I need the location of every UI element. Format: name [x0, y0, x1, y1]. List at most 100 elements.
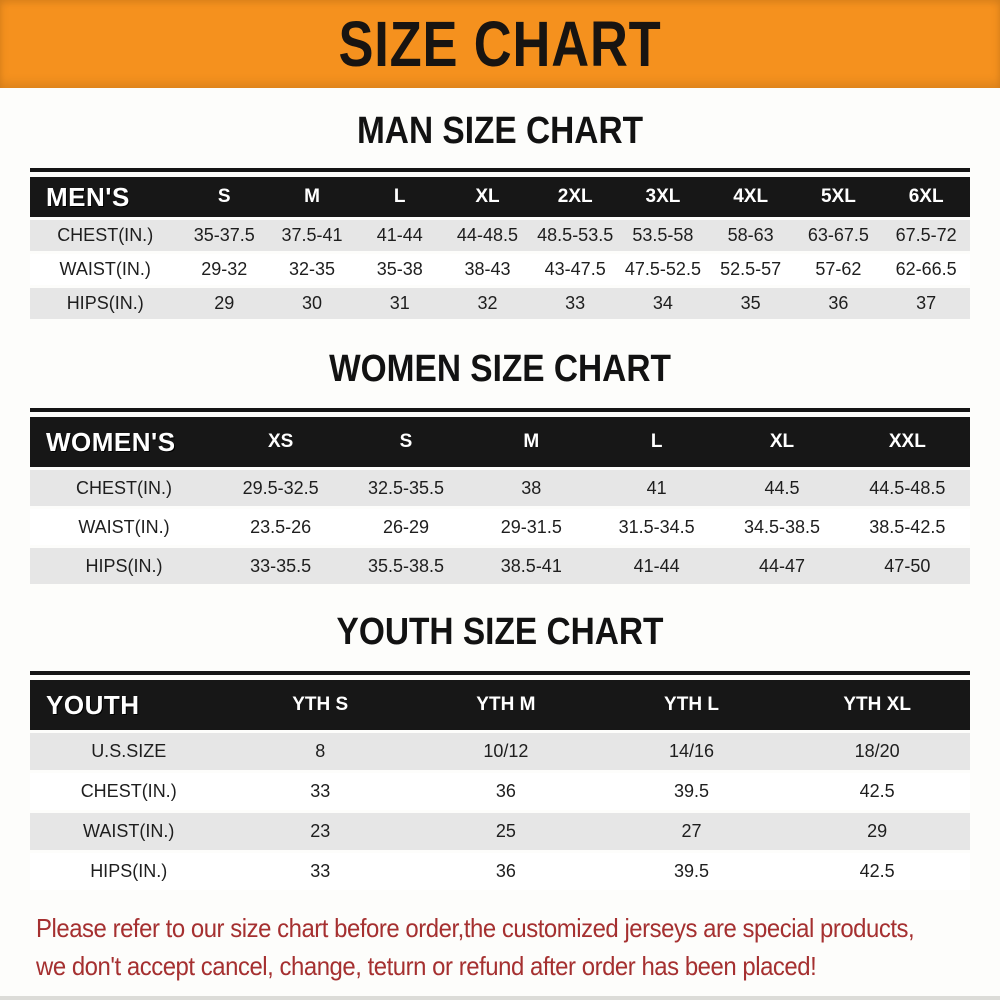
table-row: CHEST(IN.) 29.5-32.5 32.5-35.5 38 41 44.5 44.5…: [30, 470, 970, 506]
size-cell: 58-63: [706, 220, 795, 251]
size-cell: 43-47.5: [531, 254, 620, 285]
size-cell: 33: [227, 853, 414, 890]
size-cell: 23.5-26: [218, 509, 344, 545]
size-cell: 36: [794, 288, 883, 319]
size-cell: 32.5-35.5: [343, 470, 469, 506]
women-section-title: WOMEN SIZE CHART: [329, 348, 671, 390]
table-row: CHEST(IN.) 35-37.5 37.5-41 41-44 44-48.5 48.5…: [30, 220, 970, 251]
column-header: 4XL: [706, 177, 795, 217]
size-cell: 37: [882, 288, 970, 319]
size-cell: 39.5: [598, 853, 785, 890]
row-label: HIPS(IN.): [30, 853, 228, 890]
column-header: M: [268, 177, 356, 217]
youth-size-chart-section: YOUTH SIZE CHART YOUTH YTH S YTH M YTH L YTH…: [0, 609, 1000, 893]
row-label: U.S.SIZE: [30, 733, 228, 770]
size-cell: 57-62: [794, 254, 883, 285]
disclaimer: Please refer to our size chart before or…: [0, 909, 1000, 985]
column-header: YTH S: [227, 680, 414, 730]
row-label: HIPS(IN.): [30, 548, 218, 584]
size-cell: 47-50: [844, 548, 970, 584]
bottom-edge-line: [0, 996, 1000, 1000]
column-header: S: [180, 177, 269, 217]
size-cell: 38.5-41: [468, 548, 594, 584]
size-cell: 41: [593, 470, 720, 506]
size-cell: 44-48.5: [443, 220, 532, 251]
table-row: WAIST(IN.) 29-32 32-35 35-38 38-43 43-47.5 47.…: [30, 254, 970, 285]
youth-section-title: YOUTH SIZE CHART: [336, 611, 664, 653]
size-cell: 44.5: [719, 470, 845, 506]
size-cell: 52.5-57: [706, 254, 795, 285]
size-cell: 44.5-48.5: [844, 470, 970, 506]
size-cell: 29-31.5: [468, 509, 594, 545]
size-cell: 31.5-34.5: [593, 509, 720, 545]
column-header: YTH M: [413, 680, 599, 730]
size-cell: 41-44: [593, 548, 720, 584]
row-label: HIPS(IN.): [30, 288, 181, 319]
size-cell: 42.5: [784, 773, 970, 810]
column-header: 3XL: [619, 177, 707, 217]
size-cell: 67.5-72: [882, 220, 970, 251]
table-row: WAIST(IN.) 23.5-26 26-29 29-31.5 31.5-34.5 34…: [30, 509, 970, 545]
table-row: CHEST(IN.) 33 36 39.5 42.5: [30, 773, 970, 810]
column-header: XXL: [844, 417, 970, 467]
table-row: U.S.SIZE 8 10/12 14/16 18/20: [30, 733, 970, 770]
size-cell: 25: [413, 813, 599, 850]
size-cell: 42.5: [784, 853, 970, 890]
column-header: S: [343, 417, 469, 467]
size-cell: 63-67.5: [794, 220, 883, 251]
size-cell: 26-29: [343, 509, 469, 545]
size-cell: 29: [784, 813, 970, 850]
row-label: CHEST(IN.): [30, 220, 181, 251]
size-cell: 62-66.5: [882, 254, 970, 285]
size-cell: 44-47: [719, 548, 845, 584]
row-label: CHEST(IN.): [30, 773, 228, 810]
table-row: WAIST(IN.) 23 25 27 29: [30, 813, 970, 850]
size-cell: 39.5: [598, 773, 785, 810]
size-cell: 33: [531, 288, 620, 319]
column-header: L: [593, 417, 720, 467]
size-cell: 32-35: [268, 254, 356, 285]
size-cell: 38: [468, 470, 594, 506]
size-cell: 35-37.5: [180, 220, 269, 251]
table-row: HIPS(IN.) 29 30 31 32 33 34 35 36 37: [30, 288, 970, 319]
size-cell: 32: [443, 288, 532, 319]
youth-size-table: YOUTH YTH S YTH M YTH L YTH XL U.S.SIZE 8 10/12…: [30, 671, 970, 893]
size-cell: 34.5-38.5: [719, 509, 845, 545]
header-row: MEN'S S M L XL 2XL 3XL 4XL 5XL 6XL: [30, 177, 970, 217]
size-cell: 30: [268, 288, 356, 319]
size-cell: 38.5-42.5: [844, 509, 970, 545]
size-cell: 33: [227, 773, 414, 810]
size-cell: 33-35.5: [218, 548, 344, 584]
size-cell: 23: [227, 813, 414, 850]
column-header: 5XL: [794, 177, 883, 217]
size-cell: 34: [619, 288, 707, 319]
table-row: HIPS(IN.) 33-35.5 35.5-38.5 38.5-41 41-44 44-…: [30, 548, 970, 584]
size-cell: 47.5-52.5: [619, 254, 707, 285]
column-header: XL: [443, 177, 532, 217]
banner-title: SIZE CHART: [338, 8, 662, 80]
size-cell: 10/12: [413, 733, 599, 770]
row-label: WAIST(IN.): [30, 813, 228, 850]
size-cell: 27: [598, 813, 785, 850]
size-cell: 36: [413, 773, 599, 810]
column-header: L: [355, 177, 444, 217]
size-cell: 31: [355, 288, 444, 319]
man-section-title: MAN SIZE CHART: [356, 110, 644, 152]
disclaimer-line-2: we don't accept cancel, change, teturn o…: [36, 951, 817, 981]
size-cell: 29: [180, 288, 269, 319]
column-header: 2XL: [531, 177, 620, 217]
row-label: WAIST(IN.): [30, 509, 218, 545]
size-cell: 8: [227, 733, 414, 770]
size-cell: 38-43: [443, 254, 532, 285]
man-size-chart-section: MAN SIZE CHART MEN'S S M L XL 2XL 3XL 4XL 5XL 6XL…: [0, 108, 1000, 322]
row-label: CHEST(IN.): [30, 470, 218, 506]
table-row: HIPS(IN.) 33 36 39.5 42.5: [30, 853, 970, 890]
column-header: YTH L: [598, 680, 785, 730]
row-label: WAIST(IN.): [30, 254, 181, 285]
size-cell: 41-44: [355, 220, 444, 251]
size-cell: 35.5-38.5: [343, 548, 469, 584]
header-row: WOMEN'S XS S M L XL XXL: [30, 417, 970, 467]
size-cell: 48.5-53.5: [531, 220, 620, 251]
column-header: YTH XL: [784, 680, 970, 730]
man-size-table: MEN'S S M L XL 2XL 3XL 4XL 5XL 6XL CHEST(IN.) 35-37…: [30, 168, 970, 322]
